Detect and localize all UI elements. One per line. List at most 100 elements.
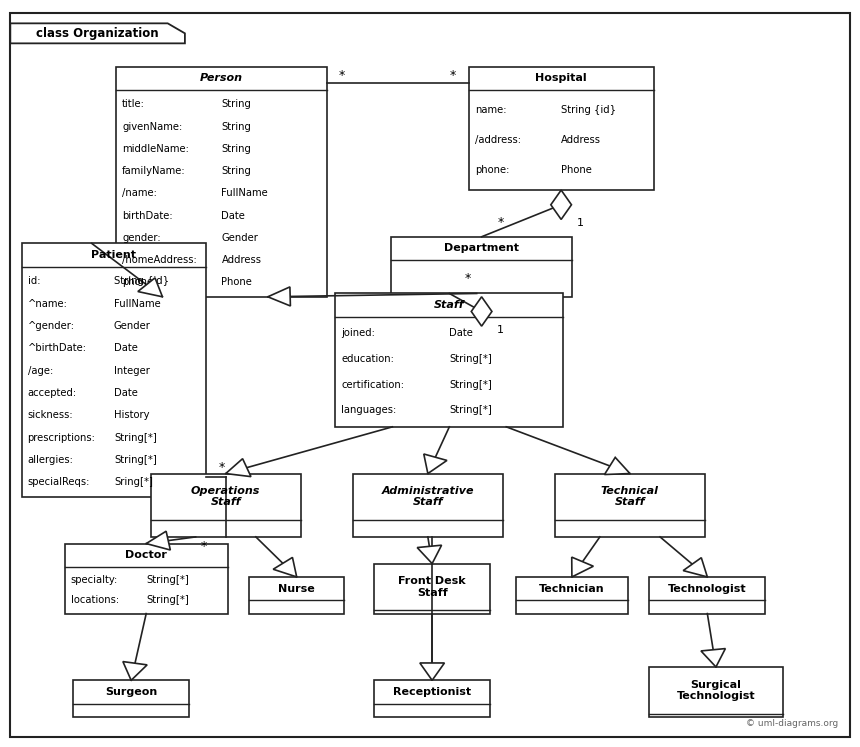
Text: String[*]: String[*] [146, 575, 189, 585]
Text: title:: title: [122, 99, 145, 110]
Text: prescriptions:: prescriptions: [28, 433, 95, 443]
Text: Date: Date [449, 329, 473, 338]
Polygon shape [551, 190, 571, 220]
Text: Surgical
Technologist: Surgical Technologist [677, 680, 755, 701]
Text: phone:: phone: [475, 165, 509, 176]
Polygon shape [572, 557, 593, 577]
Text: languages:: languages: [341, 405, 396, 415]
Text: 1: 1 [497, 325, 504, 335]
Text: Sring[*]: Sring[*] [114, 477, 153, 487]
Text: Technologist: Technologist [668, 583, 746, 594]
Text: Gender: Gender [222, 233, 258, 243]
Polygon shape [417, 545, 441, 563]
Text: Phone: Phone [562, 165, 592, 176]
Polygon shape [273, 557, 297, 577]
Text: certification:: certification: [341, 379, 404, 390]
Text: String[*]: String[*] [114, 455, 157, 465]
Bar [516, 577, 628, 613]
Text: 1: 1 [576, 218, 584, 229]
Text: birthDate:: birthDate: [122, 211, 173, 220]
Polygon shape [420, 663, 445, 681]
Text: locations:: locations: [71, 595, 119, 605]
Text: Address: Address [222, 255, 261, 265]
Text: Operations
Staff: Operations Staff [191, 486, 261, 507]
Text: String[*]: String[*] [449, 379, 492, 390]
Text: Receptionist: Receptionist [393, 687, 471, 697]
Bar [116, 66, 327, 297]
Bar [374, 563, 490, 613]
Text: phone:: phone: [122, 277, 157, 288]
Text: Hospital: Hospital [535, 73, 587, 84]
Text: String[*]: String[*] [146, 595, 189, 605]
Bar [469, 66, 654, 190]
Text: Surgeon: Surgeon [105, 687, 157, 697]
Text: String: String [222, 99, 251, 110]
Text: Gender: Gender [114, 321, 150, 331]
Bar [649, 667, 783, 717]
Polygon shape [701, 648, 725, 667]
Text: /age:: /age: [28, 366, 52, 376]
Bar [73, 681, 189, 717]
Text: String: String [222, 166, 251, 176]
Polygon shape [683, 558, 707, 577]
Text: education:: education: [341, 354, 394, 364]
Text: Patient: Patient [91, 250, 137, 260]
Bar [249, 577, 344, 613]
Bar [150, 474, 301, 537]
Text: gender:: gender: [122, 233, 161, 243]
Bar [353, 474, 503, 537]
Text: Nurse: Nurse [279, 583, 315, 594]
Text: specialReqs:: specialReqs: [28, 477, 90, 487]
Text: History: History [114, 410, 150, 421]
Text: Phone: Phone [222, 277, 252, 288]
Text: ^gender:: ^gender: [28, 321, 75, 331]
Text: Department: Department [444, 244, 519, 253]
Text: familyName:: familyName: [122, 166, 186, 176]
Text: givenName:: givenName: [122, 122, 182, 131]
Polygon shape [225, 459, 251, 477]
Text: Front Desk
Staff: Front Desk Staff [398, 577, 466, 598]
Text: Integer: Integer [114, 366, 150, 376]
Text: Date: Date [114, 344, 138, 353]
Text: specialty:: specialty: [71, 575, 118, 585]
Text: Date: Date [114, 388, 138, 398]
Bar [374, 681, 490, 717]
Text: accepted:: accepted: [28, 388, 77, 398]
Text: *: * [201, 540, 207, 554]
Text: Technical
Staff: Technical Staff [601, 486, 659, 507]
Text: String[*]: String[*] [449, 354, 492, 364]
Bar [649, 577, 765, 613]
Text: allergies:: allergies: [28, 455, 73, 465]
Text: id:: id: [28, 276, 40, 286]
Text: FullName: FullName [114, 299, 161, 309]
Text: sickness:: sickness: [28, 410, 73, 421]
Text: *: * [465, 273, 471, 285]
Text: /name:: /name: [122, 188, 157, 199]
Text: /homeAddress:: /homeAddress: [122, 255, 197, 265]
Bar [335, 294, 563, 427]
Bar [391, 237, 572, 297]
Text: name:: name: [475, 105, 507, 115]
Text: class Organization: class Organization [36, 27, 158, 40]
Polygon shape [605, 457, 630, 474]
Text: String: String [222, 122, 251, 131]
Text: String: String [222, 144, 251, 154]
Text: Address: Address [562, 135, 601, 145]
Text: *: * [218, 462, 225, 474]
Bar [64, 544, 228, 613]
Text: middleName:: middleName: [122, 144, 189, 154]
Text: joined:: joined: [341, 329, 375, 338]
Text: *: * [450, 69, 457, 82]
Text: String {id}: String {id} [114, 276, 169, 286]
Polygon shape [123, 662, 147, 681]
Text: Doctor: Doctor [126, 551, 167, 560]
Bar [22, 244, 206, 497]
Text: String {id}: String {id} [562, 105, 617, 115]
Polygon shape [146, 531, 170, 550]
Polygon shape [424, 454, 447, 474]
Text: ^birthDate:: ^birthDate: [28, 344, 87, 353]
Text: *: * [339, 69, 346, 82]
Text: Technician: Technician [539, 583, 605, 594]
Text: *: * [497, 216, 504, 229]
Text: Person: Person [200, 73, 243, 84]
